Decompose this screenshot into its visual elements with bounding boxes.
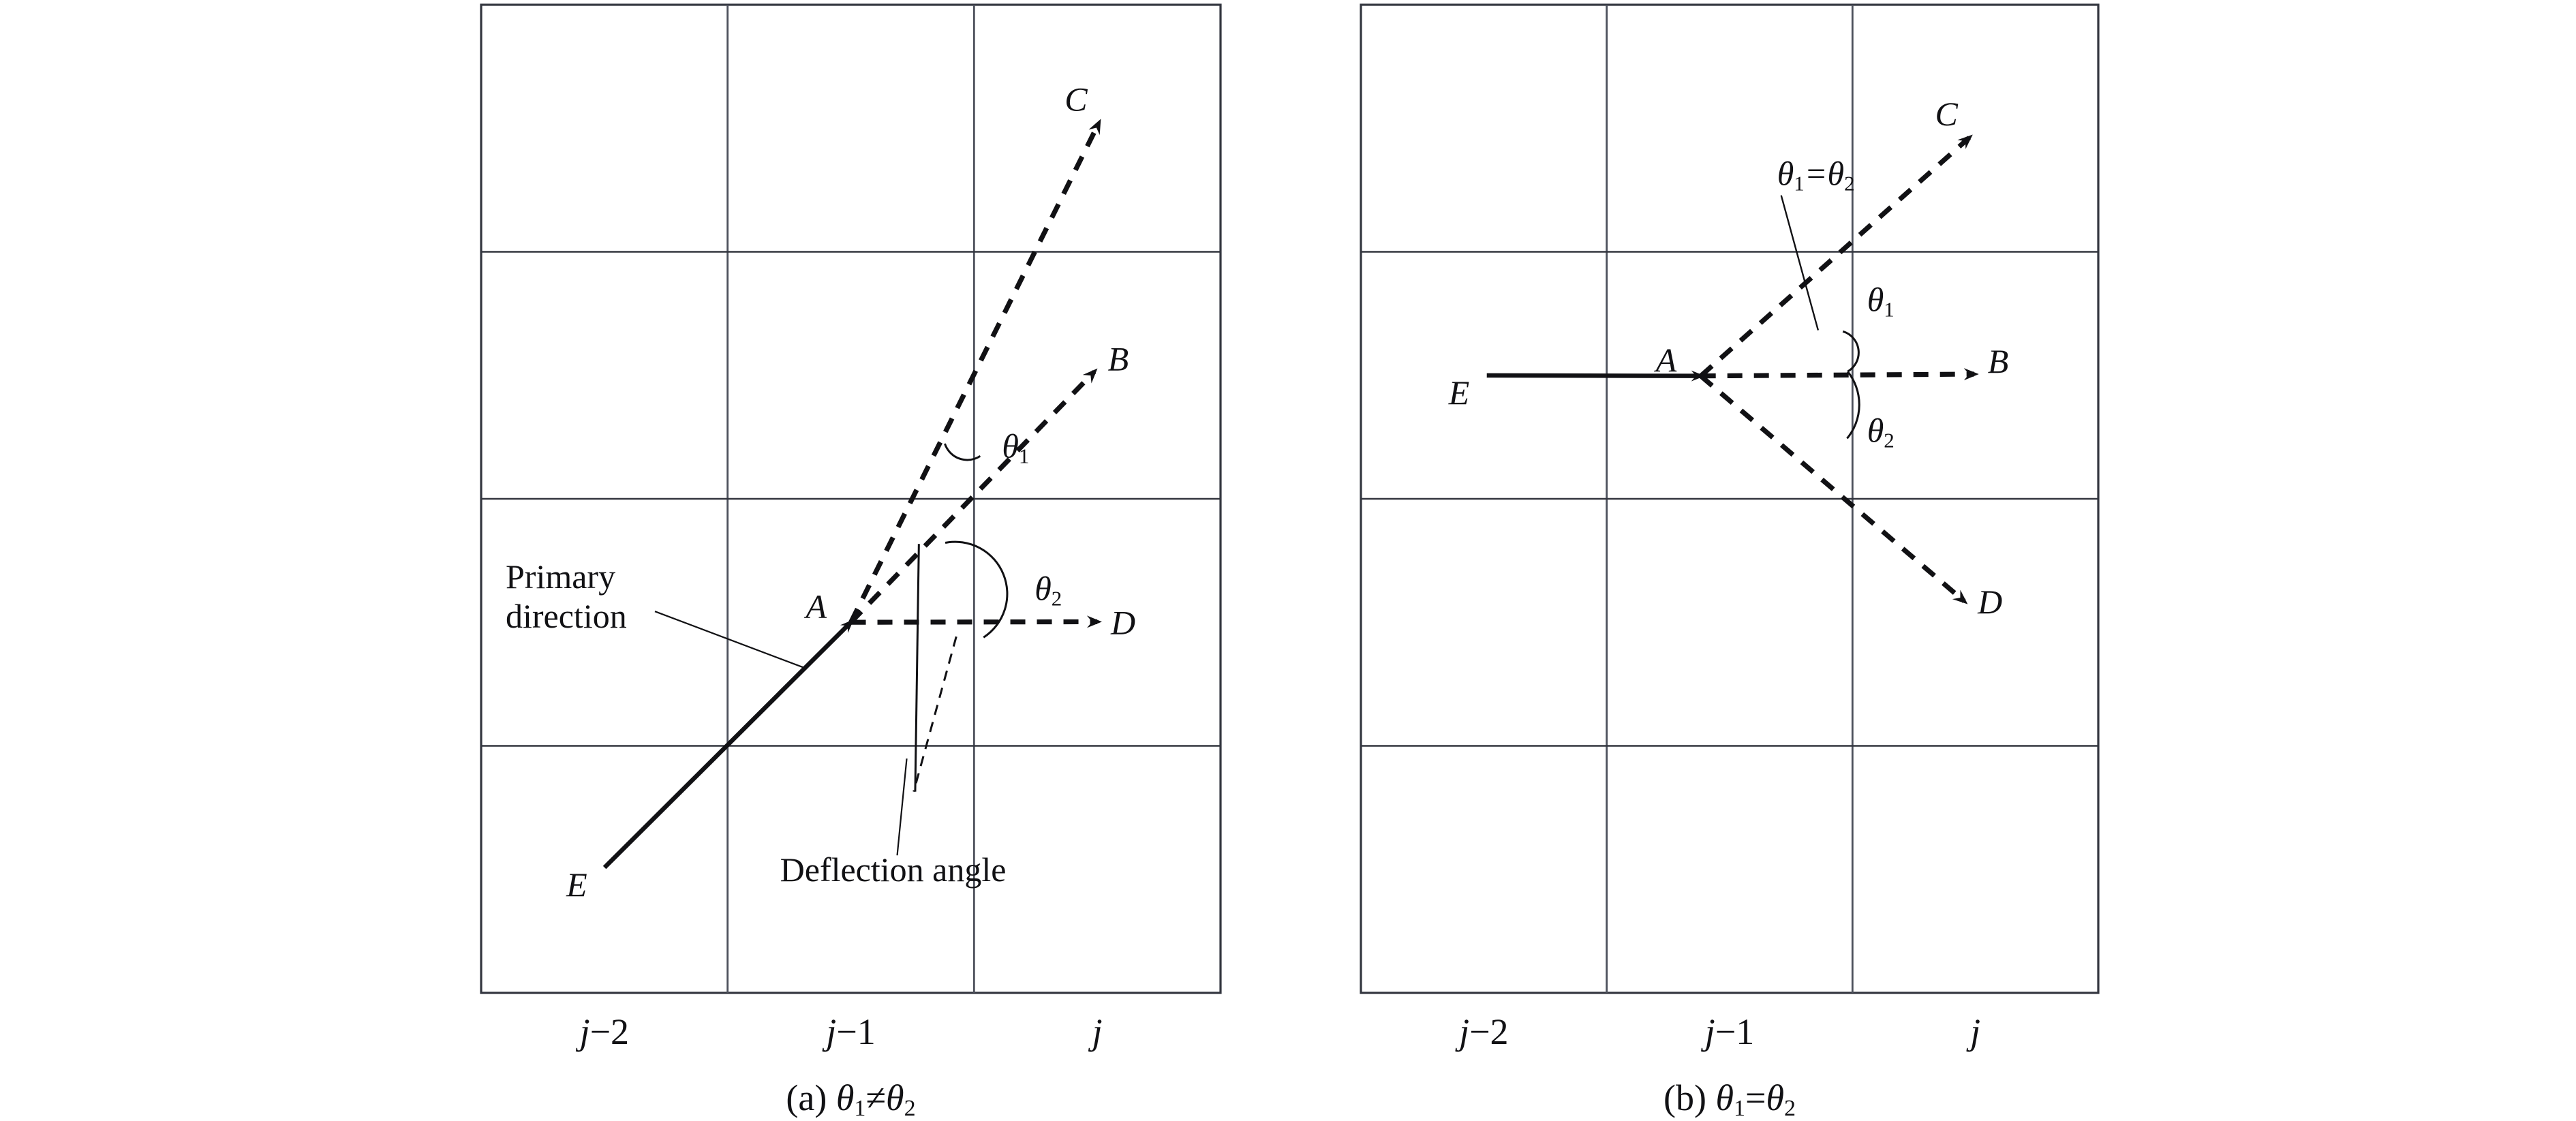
svg-text:θ1: θ1 — [1002, 427, 1029, 467]
svg-text:D: D — [1110, 603, 1135, 641]
svg-text:θ2: θ2 — [1867, 412, 1895, 452]
svg-text:(a) θ1≠θ2: (a) θ1≠θ2 — [786, 1077, 915, 1121]
svg-text:E: E — [1448, 373, 1470, 412]
svg-text:j: j — [1088, 1011, 1103, 1052]
svg-text:E: E — [566, 865, 587, 904]
svg-text:A: A — [804, 587, 827, 626]
svg-text:j: j — [1966, 1011, 1980, 1052]
svg-text:θ1: θ1 — [1867, 281, 1895, 322]
svg-text:θ2: θ2 — [1034, 569, 1062, 610]
svg-text:Deflection angle: Deflection angle — [780, 850, 1007, 889]
svg-text:j−2: j−2 — [1455, 1011, 1508, 1052]
svg-text:j−1: j−1 — [1701, 1011, 1754, 1052]
svg-text:B: B — [1108, 340, 1129, 378]
svg-text:θ1=θ2: θ1=θ2 — [1777, 155, 1855, 196]
svg-text:C: C — [1935, 95, 1959, 133]
svg-text:D: D — [1977, 583, 2002, 621]
svg-text:Primary: Primary — [506, 557, 615, 596]
svg-text:B: B — [1988, 342, 2009, 380]
svg-text:j−1: j−1 — [822, 1011, 875, 1052]
svg-text:A: A — [1654, 341, 1677, 380]
svg-text:C: C — [1064, 80, 1088, 119]
svg-text:j−2: j−2 — [576, 1011, 629, 1052]
svg-text:direction: direction — [506, 597, 627, 635]
svg-text:(b) θ1=θ2: (b) θ1=θ2 — [1663, 1077, 1796, 1121]
